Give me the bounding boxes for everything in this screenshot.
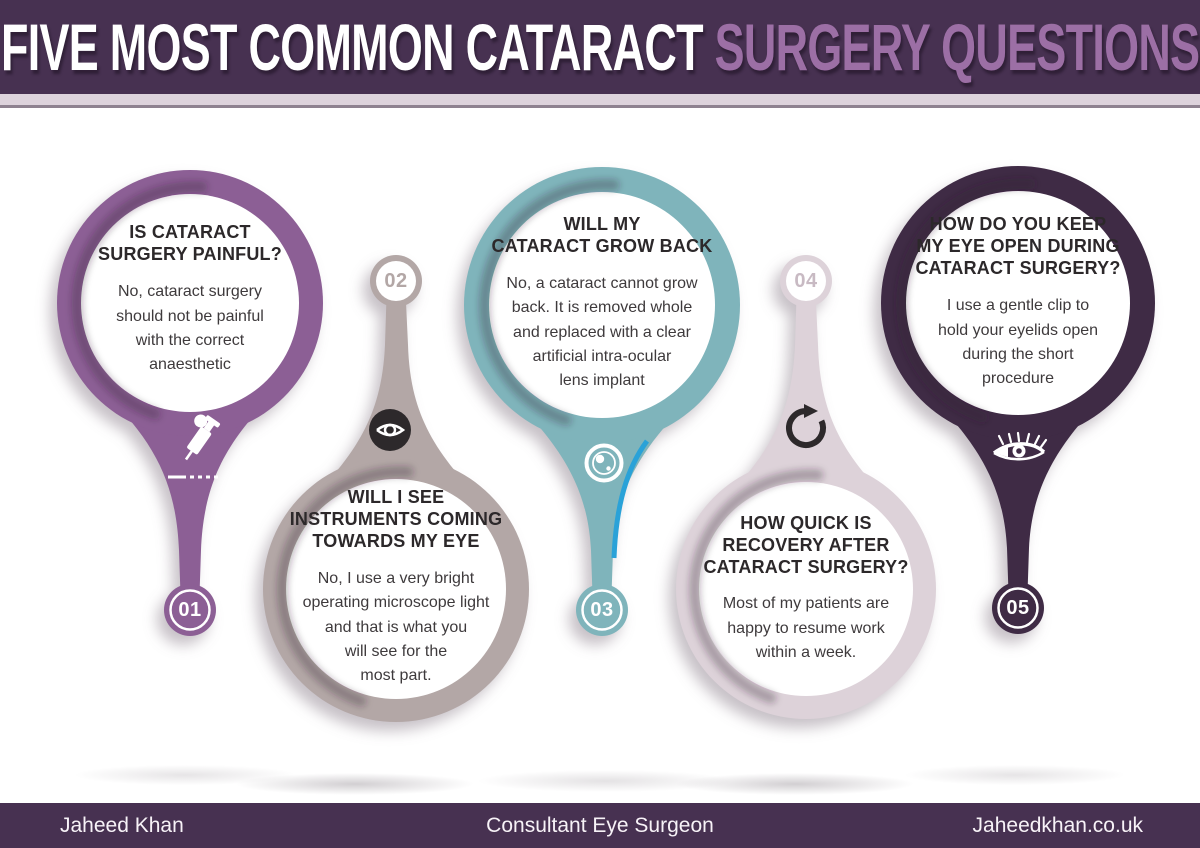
bubble-02-question: WILL I SEE INSTRUMENTS COMING TOWARDS MY… [289, 487, 503, 552]
bubble-01-number: 01 [178, 599, 202, 621]
bubble-05-stem [922, 388, 1114, 608]
footer-bar: Jaheed Khan Consultant Eye Surgeon Jahee… [0, 803, 1200, 848]
recovery-arrow-icon [786, 404, 826, 448]
bubble-03-question: WILL MY CATARACT GROW BACK [491, 214, 713, 257]
bubble-03-number-ring [581, 589, 623, 631]
footer-author-name: Jaheed Khan [60, 814, 184, 837]
header-bar: FIVE MOST COMMON CATARACT SURGERY QUESTI… [0, 0, 1200, 94]
bubble-02-answer: No, I use a very bright operating micros… [302, 570, 490, 685]
bubble-01-shape [57, 170, 323, 636]
ground-shadow [455, 768, 755, 794]
bubble-03-content: WILL MY CATARACT GROW BACK No, a catarac… [490, 198, 714, 410]
bubble-02-shape [263, 255, 529, 722]
eye-icon [369, 409, 411, 451]
bubble-05-shape [881, 166, 1155, 634]
ground-shadow [655, 771, 935, 797]
bubble-01-answer: No, cataract surgery should not be painf… [116, 283, 264, 374]
bubble-01-face [81, 194, 299, 412]
title-primary: FIVE MOST COMMON CATARACT [0, 10, 704, 84]
bubble-01-number-ring [169, 589, 211, 631]
bubble-02-inner-shadow [276, 466, 414, 707]
lens-icon [584, 443, 624, 483]
page-title: FIVE MOST COMMON CATARACT SURGERY QUESTI… [0, 0, 1200, 94]
bubble-01-content: IS CATARACT SURGERY PAINFUL? No, catarac… [78, 200, 302, 400]
bubble-03-answer: No, a cataract cannot grow back. It is r… [506, 275, 698, 390]
bubble-02-number-face [376, 261, 416, 301]
bubble-05-face [906, 191, 1130, 415]
bubble-03-number: 03 [590, 599, 614, 621]
bubble-03-face [489, 192, 715, 418]
syringe-icon [168, 414, 221, 479]
title-accent: SURGERY QUESTIONS [714, 10, 1200, 84]
ground-shadow [885, 763, 1145, 787]
bubble-02-stem [303, 281, 489, 507]
bubble-03-blue-accent [611, 439, 650, 559]
bubble-05-inner-shadow [896, 178, 1036, 423]
bubble-01-question: IS CATARACT SURGERY PAINFUL? [98, 222, 282, 265]
bubble-04-stem [715, 281, 897, 508]
bubble-04-inner-shadow [689, 469, 824, 704]
bubble-04-question: HOW QUICK IS RECOVERY AFTER CATARACT SUR… [703, 512, 909, 577]
bubble-04-number: 04 [794, 270, 818, 292]
bubble-04-face [699, 482, 913, 696]
bubble-05-number: 05 [1006, 597, 1030, 619]
bubble-01-inner-shadow [71, 181, 208, 420]
bubble-05-answer: I use a gentle clip to hold your eyelids… [937, 297, 1099, 388]
bubble-04-content: HOW QUICK IS RECOVERY AFTER CATARACT SUR… [694, 486, 918, 692]
header-divider-strip [0, 94, 1200, 108]
ground-shadow [215, 771, 495, 797]
ground-shadow [55, 763, 315, 787]
bubble-05-content: HOW DO YOU KEEP MY EYE OPEN DURING CATAR… [906, 196, 1130, 410]
bubble-04-number-face [786, 261, 826, 301]
bubble-05-question: HOW DO YOU KEEP MY EYE OPEN DURING CATAR… [915, 214, 1121, 279]
bubble-05-number-ring [997, 587, 1039, 629]
eyelash-eye-icon [992, 431, 1048, 461]
bubble-02-face [286, 479, 506, 699]
footer-website: Jaheedkhan.co.uk [972, 814, 1143, 837]
bubble-03-shape [464, 167, 740, 636]
bubble-03-stem [505, 391, 699, 610]
bubble-01-stem [97, 385, 283, 610]
bubble-04-shape [676, 255, 936, 719]
bubble-04-answer: Most of my patients are happy to resume … [722, 595, 890, 662]
footer-author-role: Consultant Eye Surgeon [486, 814, 714, 837]
bubble-02-content: WILL I SEE INSTRUMENTS COMING TOWARDS MY… [284, 478, 508, 698]
bubble-02-number: 02 [384, 270, 408, 292]
bubble-03-inner-shadow [479, 179, 620, 426]
